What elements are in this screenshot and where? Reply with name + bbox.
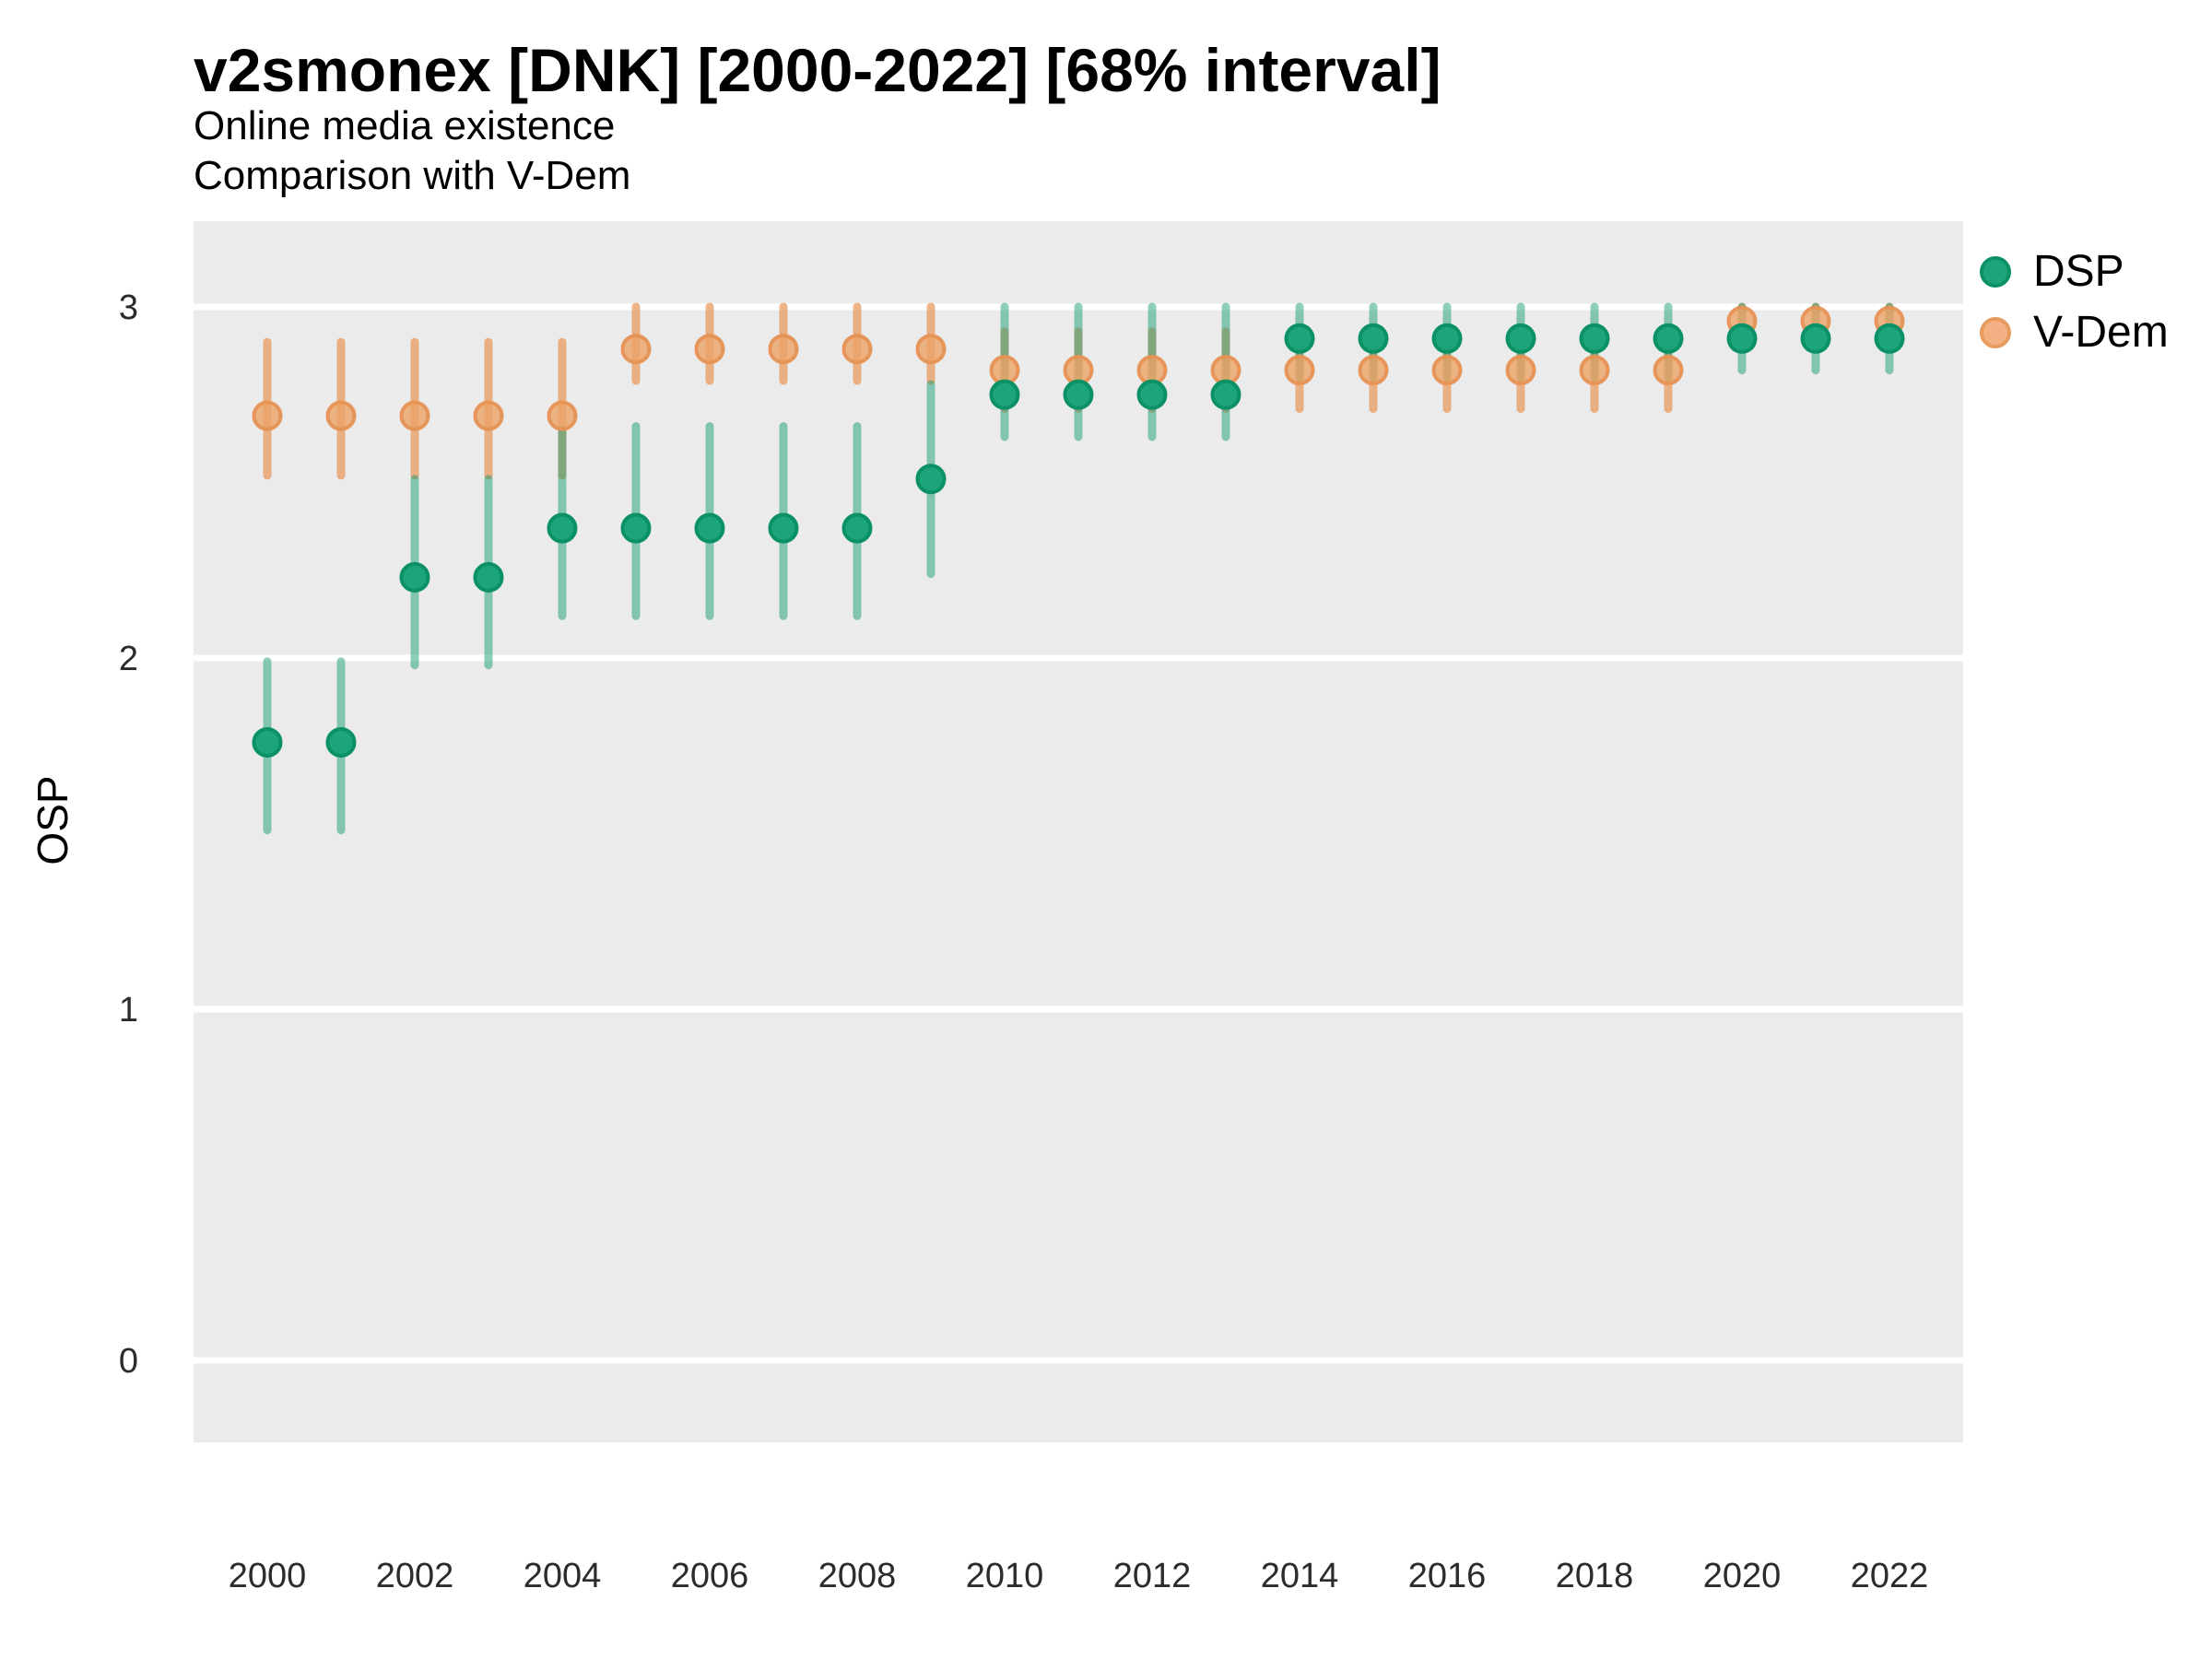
dsp-point-2012 (1136, 379, 1168, 410)
dsp-point-2019 (1653, 323, 1684, 354)
vdem-point-2009 (915, 334, 947, 365)
chart-subtitle-1: Online media existence (194, 103, 616, 148)
x-tick-label-2018: 2018 (1556, 1557, 1634, 1595)
dsp-point-2018 (1579, 323, 1610, 354)
dsp-point-2017 (1505, 323, 1536, 354)
y-tick-label-2: 2 (119, 640, 138, 678)
legend-label-vdem: V-Dem (2033, 308, 2169, 357)
x-tick-label-2006: 2006 (671, 1557, 749, 1595)
x-tick-label-2008: 2008 (818, 1557, 897, 1595)
vdem-point-2005 (620, 334, 652, 365)
legend: DSP V-Dem (1980, 246, 2169, 359)
x-tick-label-2022: 2022 (1851, 1557, 1929, 1595)
dsp-point-2004 (547, 512, 578, 544)
x-tick-label-2010: 2010 (966, 1557, 1044, 1595)
dsp-legend-point-icon (1980, 256, 2011, 288)
vdem-point-2018 (1579, 355, 1610, 386)
legend-item-dsp: DSP (1980, 246, 2169, 298)
x-tick-label-2000: 2000 (229, 1557, 307, 1595)
legend-label-dsp: DSP (2033, 247, 2124, 296)
x-tick-label-2002: 2002 (376, 1557, 454, 1595)
dsp-point-2002 (399, 561, 430, 593)
dsp-point-2016 (1431, 323, 1463, 354)
dsp-point-2009 (915, 464, 947, 495)
vdem-point-2012 (1136, 355, 1168, 386)
dsp-point-2015 (1358, 323, 1389, 354)
dsp-point-2022 (1874, 323, 1905, 354)
dsp-point-2006 (694, 512, 725, 544)
x-tick-label-2016: 2016 (1408, 1557, 1487, 1595)
x-tick-label-2020: 2020 (1703, 1557, 1782, 1595)
vdem-point-2015 (1358, 355, 1389, 386)
vdem-point-2007 (768, 334, 799, 365)
dsp-point-2013 (1210, 379, 1241, 410)
vdem-point-2013 (1210, 355, 1241, 386)
dsp-point-2007 (768, 512, 799, 544)
x-tick-label-2014: 2014 (1261, 1557, 1339, 1595)
vdem-point-2017 (1505, 355, 1536, 386)
vdem-point-2019 (1653, 355, 1684, 386)
chart-title: v2smonex [DNK] [2000-2022] [68% interval… (194, 36, 1441, 104)
dsp-point-2008 (841, 512, 873, 544)
vdem-point-2011 (1063, 355, 1094, 386)
dsp-point-2010 (989, 379, 1020, 410)
vdem-point-2008 (841, 334, 873, 365)
y-tick-label-3: 3 (119, 288, 138, 327)
x-tick-label-2004: 2004 (524, 1557, 602, 1595)
vdem-point-2006 (694, 334, 725, 365)
x-tick-label-2012: 2012 (1113, 1557, 1192, 1595)
y-tick-label-0: 0 (119, 1342, 138, 1381)
dsp-point-2014 (1284, 323, 1315, 354)
vdem-point-2000 (252, 400, 283, 431)
y-tick-label-1: 1 (119, 991, 138, 1030)
vdem-point-2001 (325, 400, 357, 431)
dsp-point-2001 (325, 726, 357, 758)
vdem-point-2016 (1431, 355, 1463, 386)
legend-item-vdem: V-Dem (1980, 307, 2169, 359)
dsp-point-2003 (473, 561, 504, 593)
vdem-legend-point-icon (1980, 317, 2011, 348)
vdem-point-2003 (473, 400, 504, 431)
vdem-point-2014 (1284, 355, 1315, 386)
dsp-point-2021 (1800, 323, 1831, 354)
vdem-point-2002 (399, 400, 430, 431)
dsp-point-2005 (620, 512, 652, 544)
dsp-point-2000 (252, 726, 283, 758)
dsp-point-2020 (1726, 323, 1758, 354)
vdem-point-2010 (989, 355, 1020, 386)
dsp-point-2011 (1063, 379, 1094, 410)
vdem-point-2004 (547, 400, 578, 431)
chart-subtitle-2: Comparison with V-Dem (194, 153, 631, 198)
